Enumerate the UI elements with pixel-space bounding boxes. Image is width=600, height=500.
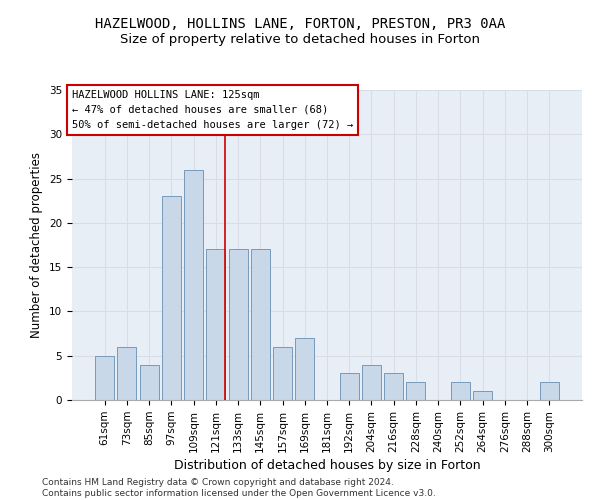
Text: HAZELWOOD, HOLLINS LANE, FORTON, PRESTON, PR3 0AA: HAZELWOOD, HOLLINS LANE, FORTON, PRESTON… [95,18,505,32]
Bar [340,374,359,400]
Bar [473,391,492,400]
Bar [162,196,181,400]
Bar [206,250,225,400]
Bar [184,170,203,400]
Bar [406,382,425,400]
Bar [384,374,403,400]
Text: Size of property relative to detached houses in Forton: Size of property relative to detached ho… [120,32,480,46]
Bar [295,338,314,400]
Bar [540,382,559,400]
Text: HAZELWOOD HOLLINS LANE: 125sqm
← 47% of detached houses are smaller (68)
50% of : HAZELWOOD HOLLINS LANE: 125sqm ← 47% of … [72,90,353,130]
Bar [451,382,470,400]
Bar [251,250,270,400]
X-axis label: Distribution of detached houses by size in Forton: Distribution of detached houses by size … [173,459,481,472]
Bar [362,364,381,400]
Bar [118,347,136,400]
Y-axis label: Number of detached properties: Number of detached properties [31,152,43,338]
Bar [140,364,158,400]
Bar [273,347,292,400]
Text: Contains HM Land Registry data © Crown copyright and database right 2024.
Contai: Contains HM Land Registry data © Crown c… [42,478,436,498]
Bar [229,250,248,400]
Bar [95,356,114,400]
